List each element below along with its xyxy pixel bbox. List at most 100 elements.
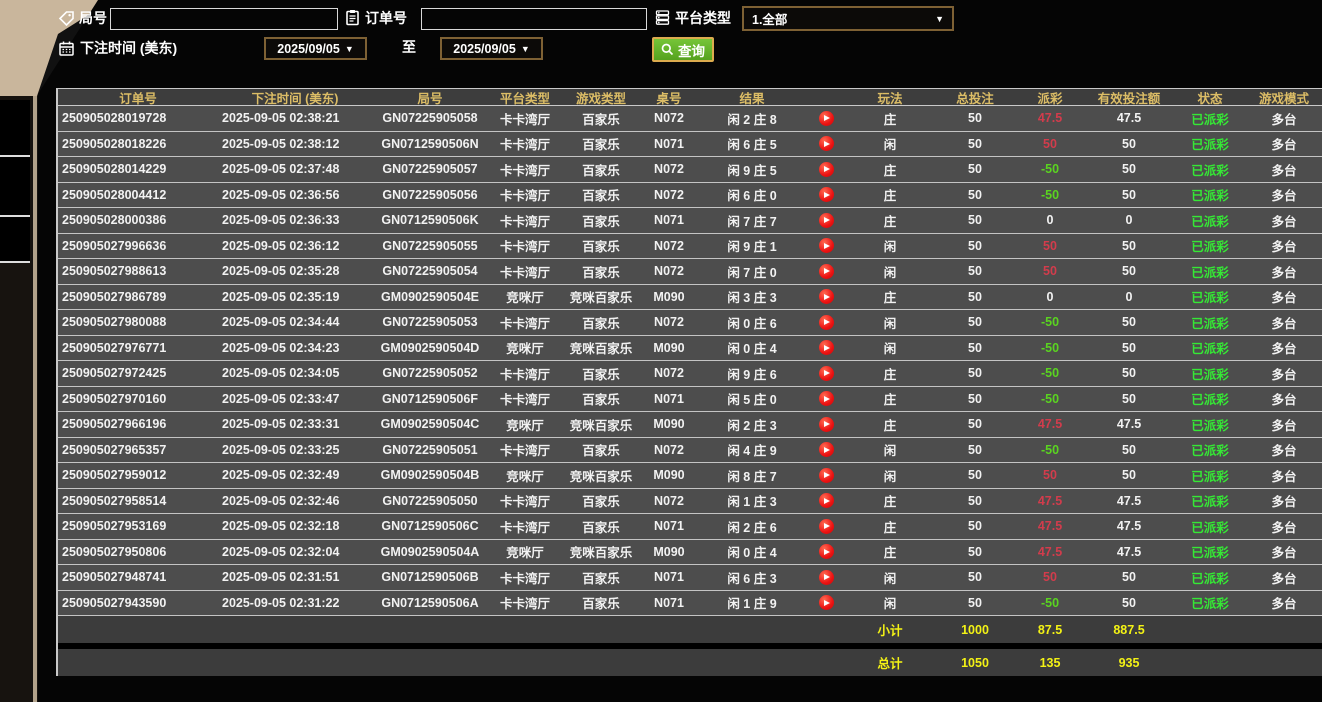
cell-status: 已派彩 [1191,393,1229,408]
cell-bet_type: 庄 [883,495,897,510]
cell-mode: 多台 [1271,393,1297,408]
column-header: 派彩 [1037,91,1063,106]
play-icon[interactable] [818,518,834,534]
cell-bet_type: 闲 [883,444,897,459]
cell-payout: 47.5 [1037,417,1063,432]
date-to-select[interactable]: 2025/09/05 ▼ [440,37,543,60]
cell-table_no: N072 [654,162,684,177]
cell-payout: 47.5 [1037,493,1063,508]
order-number-input[interactable] [421,8,647,30]
cell-table_no: N072 [654,238,684,253]
cell-payout: -50 [1040,162,1060,177]
play-icon[interactable] [818,110,834,126]
cell-order: 250905027953169 [62,519,167,534]
cell-payout: 0 [1046,213,1054,228]
date-to-value: 2025/09/05 [453,41,516,56]
cell-game: 百家乐 [582,214,620,229]
cell-total_bet: 50 [968,315,982,330]
cell-play [806,544,846,560]
cell-platform: 卡卡湾厅 [499,265,550,280]
play-icon[interactable] [818,289,834,305]
cell-game: 百家乐 [582,163,620,178]
play-icon[interactable] [818,238,834,254]
play-icon[interactable] [818,416,834,432]
cell-play [806,212,846,228]
cell-mode: 多台 [1271,520,1297,535]
cell-play [806,365,846,381]
play-icon[interactable] [818,340,834,356]
cell-order: 250905028004412 [62,187,167,202]
cell-play [806,289,846,305]
cell-platform: 卡卡湾厅 [499,163,550,178]
cell-payout: 50 [1043,570,1057,585]
cell-payout: -50 [1040,442,1060,457]
cell-play [806,136,846,152]
cell-bet_type: 庄 [883,418,897,433]
cell-table_no: N072 [654,111,684,126]
cell-payout: 47.5 [1037,111,1063,126]
cell-time: 2025-09-05 02:38:21 [222,111,340,126]
play-icon[interactable] [818,314,834,330]
cell-bet_type: 闲 [883,138,897,153]
cell-round: GN07225905055 [382,238,478,253]
play-icon[interactable] [818,187,834,203]
play-icon[interactable] [818,391,834,407]
cell-round: GM0902590504C [380,417,480,432]
cell-platform: 竞咪厅 [506,418,544,433]
play-icon[interactable] [818,161,834,177]
table-row: 250905027958514 2025-09-05 02:32:46 GN0722… [58,488,1322,514]
cell-order: 250905027966196 [62,417,167,432]
cell-status: 已派彩 [1191,444,1229,459]
cell-result: 闲 9 庄 5 [727,163,777,178]
cell-valid_bet: 50 [1122,340,1136,355]
table-row: 250905027980088 2025-09-05 02:34:44 GN0722… [58,310,1322,336]
table-row: 250905027948741 2025-09-05 02:31:51 GN0712… [58,565,1322,591]
cell-platform: 卡卡湾厅 [499,367,550,382]
play-icon[interactable] [818,595,834,611]
cell-mode: 多台 [1271,546,1297,561]
bet-time-label: 下注时间 (美东) [80,40,178,56]
cell-mode: 多台 [1271,418,1297,433]
cell-result: 闲 6 庄 0 [727,189,777,204]
cell-table_no: N071 [654,595,684,610]
table-row: 250905027970160 2025-09-05 02:33:47 GN0712… [58,386,1322,412]
cell-table_no: N071 [654,213,684,228]
play-icon[interactable] [818,493,834,509]
play-icon[interactable] [818,544,834,560]
table-row: 250905027959012 2025-09-05 02:32:49 GM0902… [58,463,1322,489]
play-icon[interactable] [818,442,834,458]
play-icon[interactable] [818,263,834,279]
cell-round: GM0902590504E [381,289,479,304]
cell-game: 竞咪百家乐 [569,546,633,561]
cell-platform: 卡卡湾厅 [499,189,550,204]
list-icon [654,9,671,26]
cell-result: 闲 2 庄 8 [727,112,777,127]
to-label: 至 [402,39,416,55]
date-from-select[interactable]: 2025/09/05 ▼ [264,37,367,60]
query-button[interactable]: 查询 [652,37,714,62]
play-icon[interactable] [818,365,834,381]
cell-status: 已派彩 [1191,214,1229,229]
cell-mode: 多台 [1271,291,1297,306]
column-header: 状态 [1197,91,1223,106]
cell-result: 闲 0 庄 4 [727,342,777,357]
play-icon[interactable] [818,467,834,483]
round-number-input[interactable] [110,8,338,30]
cell-bet_type: 闲 [883,316,897,331]
play-icon[interactable] [818,212,834,228]
cell-order: 250905027980088 [62,315,167,330]
play-icon[interactable] [818,136,834,152]
play-icon[interactable] [818,569,834,585]
left-divider-line [33,0,37,702]
platform-select[interactable]: 1.全部 ▼ [742,6,954,31]
cell-result: 闲 9 庄 6 [727,367,777,382]
cell-total_bet: 1000 [961,622,989,637]
cell-platform: 竞咪厅 [506,546,544,561]
grand-total-row: 总计 1050 135 935 [58,649,1322,676]
cell-mode: 多台 [1271,138,1297,153]
sidebar-item-fragment [0,100,30,157]
cell-platform: 卡卡湾厅 [499,393,550,408]
cell-time: 2025-09-05 02:33:47 [222,391,340,406]
cell-bet_type: 闲 [883,265,897,280]
cell-bet_type: 闲 [883,571,897,586]
